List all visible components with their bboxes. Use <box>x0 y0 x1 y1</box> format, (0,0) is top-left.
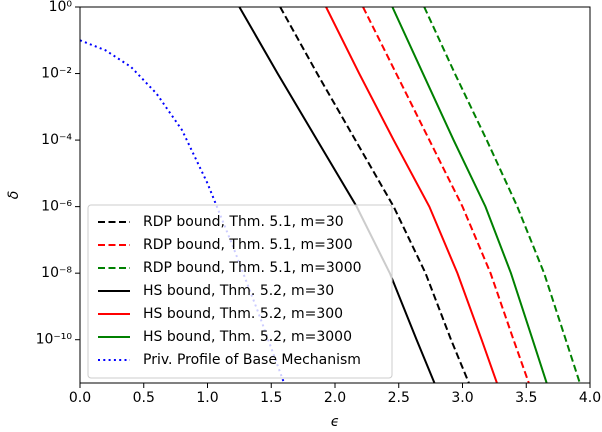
x-tick-label: 4.0 <box>579 390 601 406</box>
legend-label: HS bound, Thm. 5.2, m=3000 <box>143 329 352 345</box>
legend-label: RDP bound, Thm. 5.1, m=3000 <box>143 260 362 276</box>
y-tick-label: 10⁻² <box>41 66 72 82</box>
legend-label: RDP bound, Thm. 5.1, m=30 <box>143 214 344 230</box>
legend-label: Priv. Profile of Base Mechanism <box>143 352 361 368</box>
series-line <box>325 7 498 383</box>
series-line <box>362 7 530 383</box>
y-axis-label: δ <box>6 191 22 200</box>
x-tick-label: 1.5 <box>260 390 282 406</box>
y-tick-label: 10⁻⁶ <box>41 199 72 215</box>
y-tick-label: 10⁻¹⁰ <box>36 332 73 348</box>
y-tick-label: 10⁰ <box>49 0 73 15</box>
legend-label: RDP bound, Thm. 5.1, m=300 <box>143 237 353 253</box>
legend-box <box>87 204 393 379</box>
x-tick-label: 1.0 <box>196 390 218 406</box>
y-tick-label: 10⁻⁸ <box>41 265 72 281</box>
x-tick-label: 0.0 <box>69 390 91 406</box>
x-tick-label: 3.0 <box>451 390 473 406</box>
legend-label: HS bound, Thm. 5.2, m=300 <box>143 306 343 322</box>
x-tick-label: 2.5 <box>388 390 410 406</box>
series-line <box>391 7 548 383</box>
x-tick-label: 0.5 <box>133 390 155 406</box>
x-axis-label: ϵ <box>331 414 340 430</box>
series-line <box>423 7 581 383</box>
legend-label: HS bound, Thm. 5.2, m=30 <box>143 283 334 299</box>
legend: RDP bound, Thm. 5.1, m=30 RDP bound, Thm.… <box>87 204 393 379</box>
y-tick-label: 10⁻⁴ <box>41 132 72 148</box>
x-tick-label: 2.0 <box>324 390 346 406</box>
series-line <box>279 7 470 383</box>
x-tick-label: 3.5 <box>515 390 537 406</box>
